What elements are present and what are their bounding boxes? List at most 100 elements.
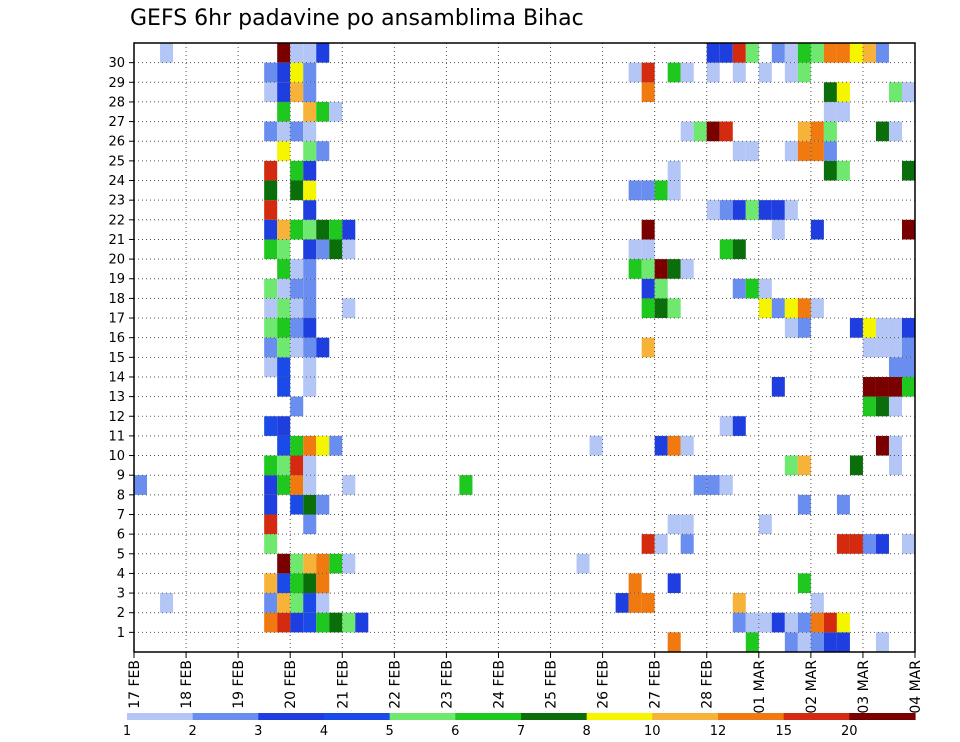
- heatmap-cell: [277, 62, 291, 83]
- heatmap-cell: [758, 278, 772, 299]
- y-tick-label: 20: [108, 253, 125, 268]
- legend-swatch: [389, 713, 456, 720]
- legend-label: 4: [320, 724, 328, 739]
- heatmap-cell: [290, 298, 304, 319]
- heatmap-cell: [810, 298, 824, 319]
- heatmap-cell: [654, 534, 668, 554]
- legend-label: 3: [254, 724, 262, 739]
- heatmap-cell: [303, 141, 317, 161]
- x-tick-label: 26 FEB: [596, 660, 612, 709]
- y-tick-label: 24: [108, 174, 125, 189]
- heatmap-cell: [875, 337, 889, 358]
- heatmap-cell: [303, 514, 317, 535]
- heatmap-cell: [290, 82, 304, 102]
- legend-swatch: [718, 713, 785, 720]
- heatmap-cell: [277, 416, 291, 436]
- y-tick-label: 10: [108, 449, 125, 464]
- heatmap-cell: [901, 357, 915, 377]
- heatmap-cell: [290, 573, 304, 594]
- heatmap-cell: [836, 101, 850, 122]
- heatmap-cell: [290, 435, 304, 456]
- heatmap-cell: [784, 632, 798, 652]
- heatmap-cell: [303, 612, 317, 633]
- y-tick-label: 4: [117, 567, 125, 582]
- heatmap-cell: [784, 455, 798, 476]
- legend-label: 15: [775, 724, 792, 739]
- x-tick-label: 27 FEB: [648, 660, 664, 709]
- heatmap-cell: [628, 573, 642, 594]
- x-tick-label: 20 FEB: [283, 660, 299, 709]
- heatmap-cell: [784, 141, 798, 161]
- x-tick-label: 02 MAR: [804, 660, 820, 714]
- heatmap-cell: [628, 259, 642, 279]
- heatmap-cell: [901, 318, 915, 338]
- heatmap-cell: [901, 376, 915, 397]
- heatmap-cell: [784, 612, 798, 633]
- heatmap-cell: [277, 435, 291, 456]
- heatmap-cell: [264, 219, 278, 240]
- heatmap-cell: [576, 553, 590, 574]
- heatmap-cell: [745, 278, 759, 299]
- heatmap-cell: [316, 573, 330, 594]
- x-tick-label: 17 FEB: [127, 660, 143, 709]
- heatmap-cell: [303, 298, 317, 319]
- heatmap-cell: [732, 239, 746, 260]
- legend-swatch: [324, 713, 391, 720]
- heatmap-cell: [797, 43, 811, 63]
- heatmap-cell: [329, 101, 343, 122]
- heatmap-cell: [823, 101, 837, 122]
- heatmap-cell: [303, 219, 317, 240]
- heatmap-cell: [277, 593, 291, 613]
- heatmap-cell: [303, 593, 317, 613]
- heatmap-cell: [875, 318, 889, 338]
- heatmap-cell: [654, 278, 668, 299]
- heatmap-cell: [823, 82, 837, 102]
- heatmap-cell: [303, 318, 317, 338]
- heatmap-cell: [316, 337, 330, 358]
- heatmap-cell: [277, 219, 291, 240]
- heatmap-cell: [264, 82, 278, 102]
- heatmap-cell: [797, 121, 811, 142]
- heatmap-cell: [277, 43, 291, 63]
- heatmap-cell: [160, 593, 174, 613]
- y-tick-label: 5: [117, 547, 125, 562]
- heatmap-cell: [303, 43, 317, 63]
- heatmap-cell: [719, 416, 733, 436]
- legend-swatch: [192, 713, 259, 720]
- heatmap-cell: [758, 514, 772, 535]
- heatmap-cell: [823, 121, 837, 142]
- heatmap-cell: [459, 475, 473, 495]
- x-tick-label: 03 MAR: [856, 660, 872, 714]
- heatmap-cell: [303, 376, 317, 397]
- heatmap-cell: [303, 259, 317, 279]
- x-tick-label: 22 FEB: [387, 660, 403, 709]
- heatmap-cell: [719, 121, 733, 142]
- heatmap-cell: [797, 632, 811, 652]
- heatmap-cell: [680, 435, 694, 456]
- heatmap-cell: [290, 62, 304, 83]
- heatmap-cell: [784, 298, 798, 319]
- heatmap-cell: [641, 239, 655, 260]
- heatmap-cell: [875, 121, 889, 142]
- y-tick-label: 18: [108, 292, 125, 307]
- y-tick-label: 11: [108, 429, 125, 444]
- heatmap-cell: [290, 180, 304, 201]
- heatmap-cell: [797, 318, 811, 338]
- heatmap-cell: [264, 455, 278, 476]
- heatmap-cell: [303, 435, 317, 456]
- heatmap-cell: [641, 278, 655, 299]
- heatmap-cell: [264, 318, 278, 338]
- heatmap-cell: [836, 612, 850, 633]
- heatmap-cell: [264, 121, 278, 142]
- heatmap-cell: [264, 337, 278, 358]
- heatmap-cell: [641, 219, 655, 240]
- legend-label: 2: [189, 724, 197, 739]
- x-tick-label: 24 FEB: [492, 660, 508, 709]
- heatmap-cell: [758, 62, 772, 83]
- heatmap-cell: [329, 219, 343, 240]
- heatmap-cell: [667, 514, 681, 535]
- heatmap-cell: [264, 160, 278, 181]
- heatmap-cell: [797, 494, 811, 515]
- heatmap-cell: [719, 43, 733, 63]
- heatmap-cell: [810, 219, 824, 240]
